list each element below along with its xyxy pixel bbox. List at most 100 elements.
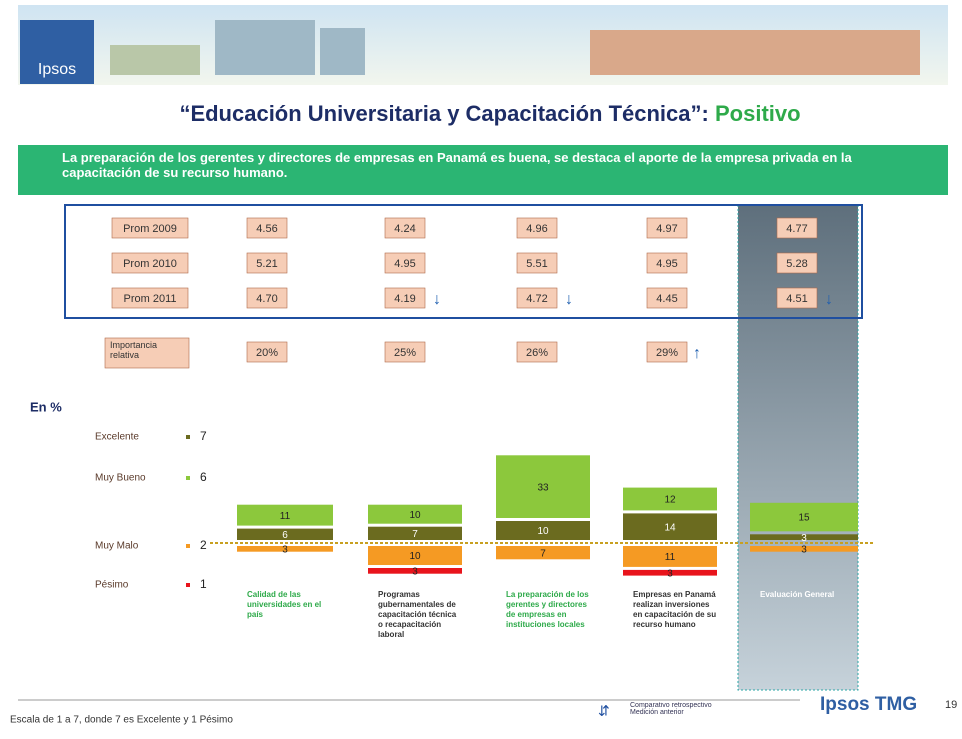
bar-segment [368, 568, 462, 574]
category-wrap: Empresas en Panamá realizan inversiones … [633, 590, 717, 629]
scale-label: Excelente [95, 432, 139, 443]
bar-label: 11 [280, 511, 291, 522]
category-label: Programas gubernamentales de capacitació… [378, 590, 457, 639]
importance-label-wrap: Importancia relativa [110, 340, 158, 360]
bar-label: 3 [282, 544, 288, 555]
bar-label: 15 [798, 513, 810, 524]
importance-box [384, 341, 426, 363]
legend-note: Comparativo retrospectivo Medición anter… [630, 702, 712, 716]
row-label: Prom 2010 [123, 258, 177, 270]
bar-label: 12 [664, 495, 676, 506]
category-label: La preparación de los gerentes y directo… [506, 590, 589, 629]
cell-box [384, 287, 426, 309]
cell: 4.77 [786, 223, 807, 235]
subtitle-box: La preparación de los gerentes y directo… [62, 150, 852, 180]
cell-box [516, 287, 558, 309]
bar-segment [368, 546, 462, 565]
bar-segment [623, 546, 717, 567]
category-label: Calidad de las universidades en el país [247, 590, 322, 619]
row-label: Prom 2011 [124, 293, 177, 305]
legend-note-box: Comparativo retrospectivo Medición anter… [630, 702, 712, 716]
bar-segment [623, 569, 717, 576]
cell-box [646, 252, 688, 274]
bar-label: 3 [801, 544, 807, 555]
title: “Educación Universitaria y Capacitación … [179, 101, 800, 126]
bar-label: 10 [409, 551, 421, 562]
page-number: 19 [945, 699, 957, 711]
cell-box [384, 252, 426, 274]
bar-label: 10 [537, 526, 549, 537]
cell-box [516, 217, 558, 239]
title-main: “Educación Universitaria y Capacitación … [179, 101, 708, 126]
importance: 25% [394, 347, 416, 359]
cell: 4.95 [394, 258, 415, 270]
cell-box [246, 287, 288, 309]
cell-box [384, 217, 426, 239]
scale-swatch [186, 583, 190, 587]
scale-note: Escala de 1 a 7, donde 7 es Excelente y … [10, 715, 233, 726]
trend-arrow: ↓ [825, 291, 833, 308]
category-wrap: Calidad de las universidades en el país [247, 590, 322, 619]
scale-swatch [186, 544, 190, 548]
importance-label: Importancia relativa [110, 340, 158, 360]
bar-segment [237, 546, 333, 552]
subtitle: La preparación de los gerentes y directo… [62, 150, 852, 180]
cell: 4.56 [256, 223, 277, 235]
cell-box [516, 252, 558, 274]
legend-arrows: ⇵ [598, 703, 610, 719]
category-wrap: La preparación de los gerentes y directo… [506, 590, 589, 629]
bar-label: 3 [412, 566, 418, 577]
banner-buildings [110, 20, 920, 75]
bar-segment [750, 534, 858, 540]
scale-swatch [186, 476, 190, 480]
logo-box [20, 20, 94, 84]
bar-segment [623, 487, 717, 511]
cell-box [646, 287, 688, 309]
trend-arrow: ↓ [565, 291, 573, 308]
table-frame [64, 204, 863, 319]
bar-segment [237, 528, 333, 540]
scale-label: Muy Malo [95, 541, 139, 552]
cell: 4.24 [394, 223, 415, 235]
cell: 4.70 [256, 293, 277, 305]
scale-score: 2 [200, 538, 207, 552]
bar-label: 14 [664, 522, 676, 533]
bar-segment [750, 546, 858, 552]
category-label: Empresas en Panamá realizan inversiones … [633, 590, 717, 629]
cell-box [776, 287, 818, 309]
importance: 20% [256, 347, 278, 359]
cell: 4.97 [656, 223, 677, 235]
logo: Ipsos [38, 61, 76, 78]
scale-score: 6 [200, 470, 207, 484]
importance: 29% [656, 347, 678, 359]
bar-label: 33 [537, 482, 549, 493]
cell-box [776, 217, 818, 239]
category-label: Evaluación General [760, 590, 835, 599]
bar-segment [496, 521, 590, 540]
bar-segment [496, 455, 590, 518]
row-label-box [111, 252, 189, 274]
importance: 26% [526, 347, 548, 359]
scale-score: 7 [200, 429, 207, 443]
title-accent: Positivo [715, 101, 801, 126]
bar-label: 6 [282, 530, 288, 541]
overall-column [737, 204, 859, 691]
scale-score: 1 [200, 577, 207, 591]
unit-label: En % [30, 399, 62, 414]
cell-box [246, 252, 288, 274]
category-wrap: Evaluación General [760, 590, 835, 599]
bar-label: 3 [667, 568, 673, 579]
bar-segment [750, 502, 858, 532]
bar-label: 3 [801, 533, 807, 544]
bar-label: 11 [665, 552, 676, 563]
cell: 4.45 [656, 293, 677, 305]
bar-label: 7 [412, 529, 418, 540]
subtitle-band [18, 145, 948, 195]
importance-box [646, 341, 688, 363]
cell: 4.95 [656, 258, 677, 270]
row-label-box [111, 287, 189, 309]
bar-segment [496, 546, 590, 560]
row-label: Prom 2009 [123, 223, 177, 235]
cell: 4.51 [786, 293, 807, 305]
